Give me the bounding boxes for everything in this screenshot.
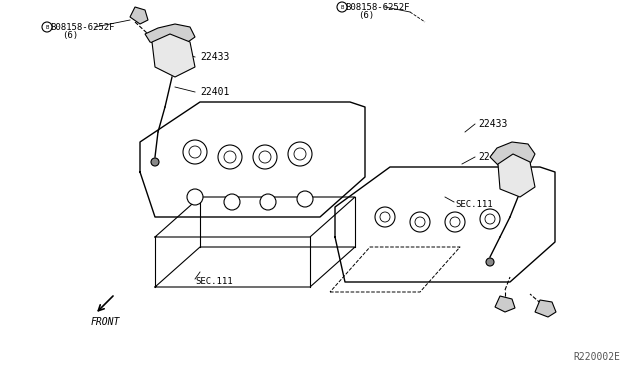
Text: SEC.111: SEC.111: [455, 199, 493, 208]
Text: B: B: [340, 4, 344, 10]
Circle shape: [337, 2, 347, 12]
Circle shape: [415, 217, 425, 227]
Circle shape: [480, 209, 500, 229]
Text: 22401: 22401: [200, 87, 229, 97]
Circle shape: [375, 207, 395, 227]
Circle shape: [218, 145, 242, 169]
Polygon shape: [535, 300, 556, 317]
Circle shape: [189, 146, 201, 158]
Circle shape: [187, 189, 203, 205]
Circle shape: [253, 145, 277, 169]
Text: (6): (6): [62, 31, 78, 39]
Polygon shape: [498, 154, 535, 197]
Text: R220002E: R220002E: [573, 352, 620, 362]
Polygon shape: [145, 24, 195, 47]
Text: 22401: 22401: [478, 152, 508, 162]
Circle shape: [485, 214, 495, 224]
Circle shape: [183, 140, 207, 164]
Text: B08158-6252F: B08158-6252F: [345, 3, 410, 12]
Circle shape: [297, 191, 313, 207]
Polygon shape: [130, 7, 148, 24]
Circle shape: [410, 212, 430, 232]
Circle shape: [224, 194, 240, 210]
Text: 22433: 22433: [200, 52, 229, 62]
Polygon shape: [152, 34, 195, 77]
Circle shape: [259, 151, 271, 163]
Circle shape: [450, 217, 460, 227]
Text: SEC.111: SEC.111: [195, 278, 232, 286]
Text: B08158-6252F: B08158-6252F: [50, 22, 115, 32]
Text: 22433: 22433: [478, 119, 508, 129]
Circle shape: [288, 142, 312, 166]
Circle shape: [151, 158, 159, 166]
Circle shape: [260, 194, 276, 210]
Circle shape: [294, 148, 306, 160]
Text: FRONT: FRONT: [90, 317, 120, 327]
Text: (6): (6): [358, 10, 374, 19]
Polygon shape: [495, 296, 515, 312]
Circle shape: [42, 22, 52, 32]
Polygon shape: [490, 142, 535, 170]
Circle shape: [224, 151, 236, 163]
Circle shape: [445, 212, 465, 232]
Circle shape: [380, 212, 390, 222]
Text: B: B: [45, 25, 49, 29]
Circle shape: [486, 258, 494, 266]
